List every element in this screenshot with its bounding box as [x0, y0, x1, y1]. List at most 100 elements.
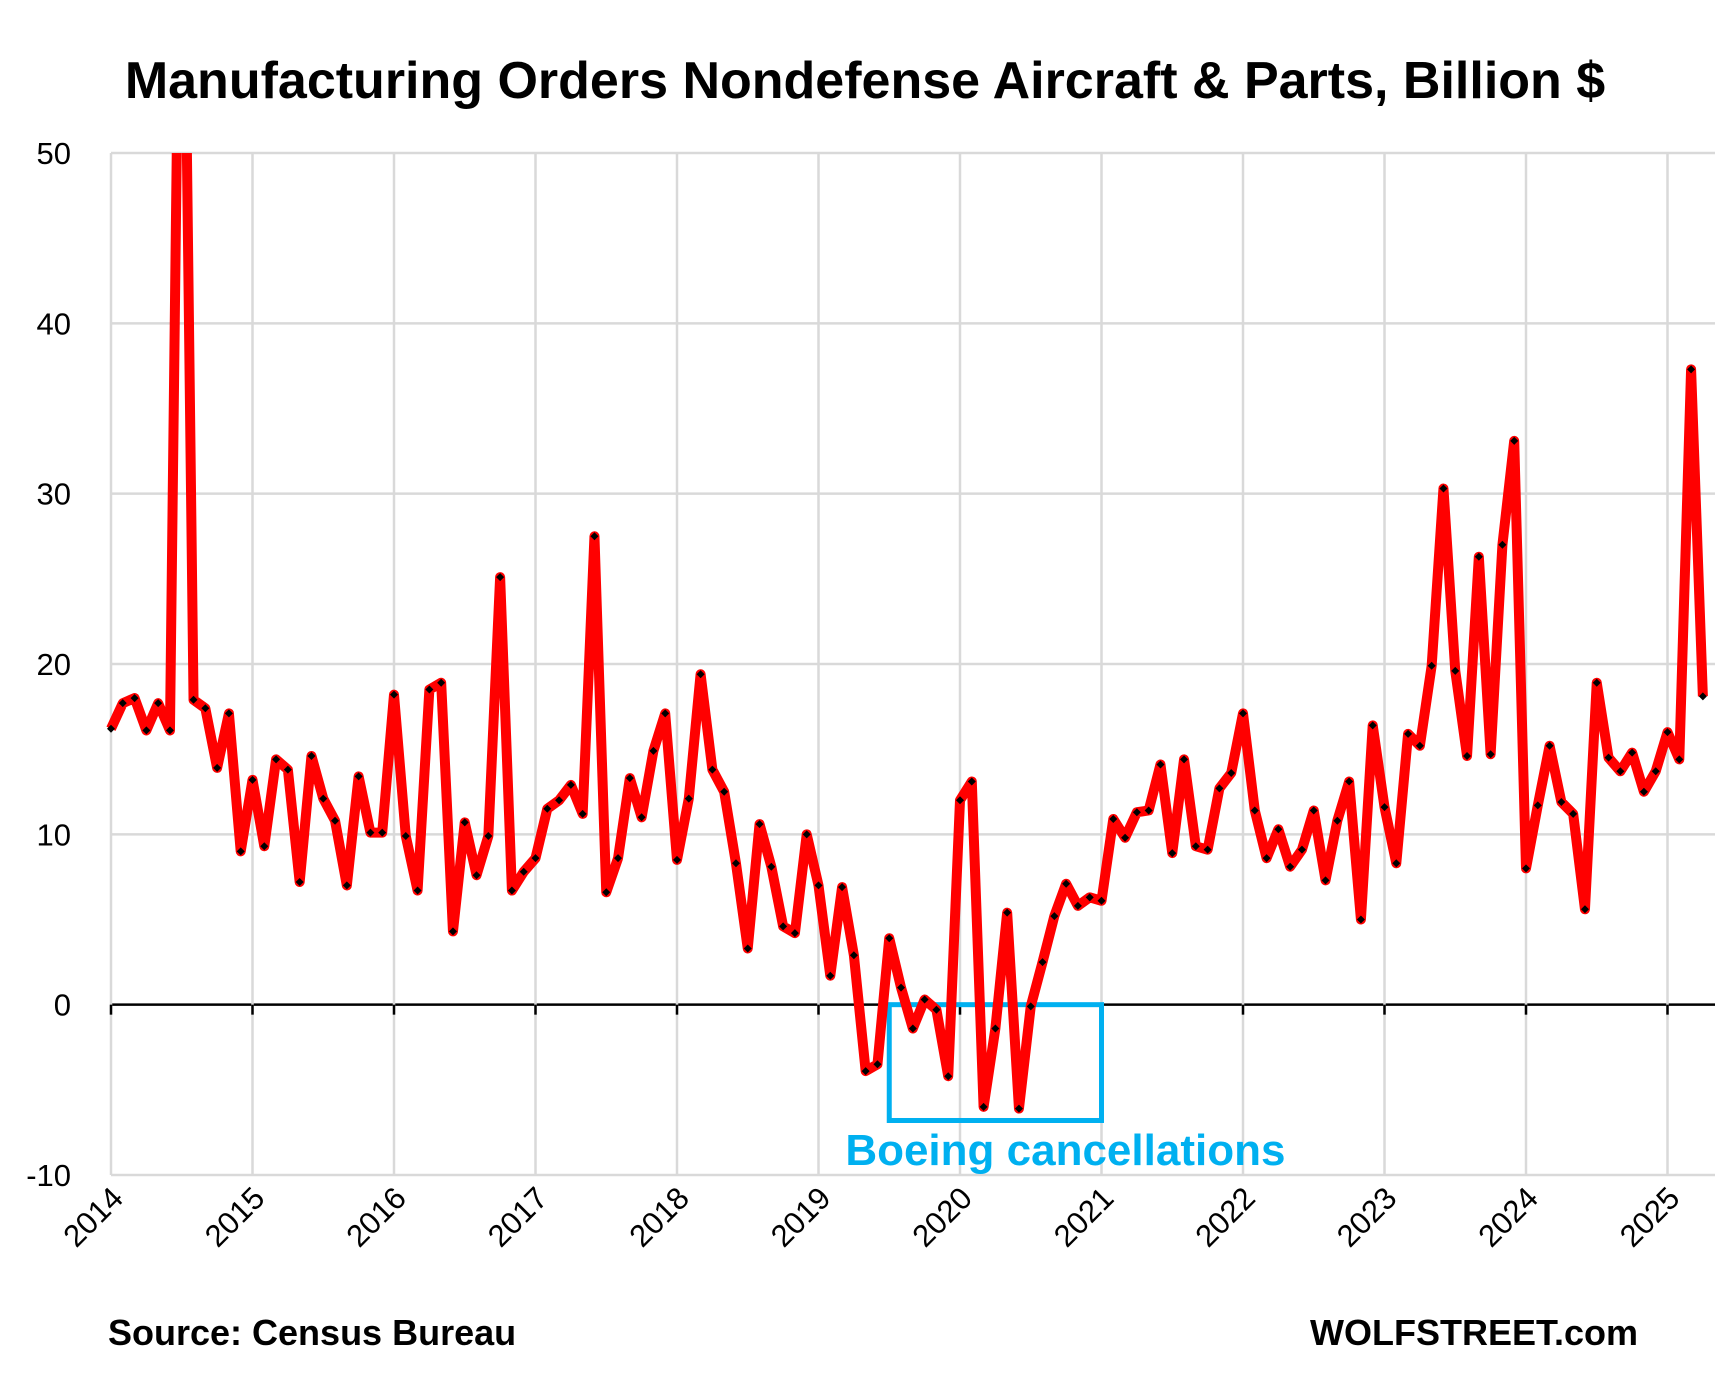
y-tick-label: -10 — [26, 1158, 71, 1193]
data-point — [118, 699, 127, 708]
data-point — [956, 796, 964, 805]
data-point — [496, 573, 505, 582]
data-point — [1250, 806, 1259, 815]
data-point — [1286, 862, 1295, 871]
data-point — [1297, 845, 1306, 854]
data-point — [1274, 825, 1283, 834]
x-axis-ticks: 2014 2015 2016 2017 2018 2019 2020 2021 2022 2023… — [56, 1180, 1686, 1254]
data-point — [838, 883, 847, 892]
data-point — [849, 951, 858, 960]
data-point — [1687, 365, 1696, 374]
data-point — [378, 828, 387, 837]
data-point — [448, 927, 457, 936]
data-point — [1168, 849, 1177, 858]
x-tick-label: 2022 — [1188, 1180, 1262, 1254]
data-point — [649, 746, 658, 755]
brand-label: WOLFSTREET.com — [1310, 1312, 1638, 1353]
data-point — [1356, 915, 1365, 924]
data-point — [531, 854, 540, 863]
data-point — [991, 1024, 1000, 1033]
x-tick-label: 2018 — [622, 1180, 696, 1254]
data-point — [861, 1067, 870, 1076]
data-point — [1345, 777, 1354, 786]
data-point — [932, 1005, 941, 1014]
data-point — [1368, 721, 1377, 730]
data-point — [484, 832, 493, 841]
data-point — [1675, 755, 1684, 764]
data-point — [661, 709, 670, 718]
data-point — [1392, 859, 1401, 868]
data-point — [566, 780, 575, 789]
data-point — [1109, 815, 1118, 824]
data-point — [555, 796, 564, 805]
data-point — [272, 755, 281, 764]
data-point — [189, 695, 198, 704]
data-point — [1545, 741, 1554, 750]
data-point — [1026, 1002, 1035, 1011]
data-point — [1698, 692, 1707, 701]
data-point — [1050, 912, 1059, 921]
data-point — [944, 1072, 953, 1081]
data-point — [366, 828, 375, 837]
data-point — [814, 881, 823, 890]
data-point — [885, 934, 894, 943]
data-point — [1309, 806, 1318, 815]
data-point — [507, 886, 516, 895]
data-point — [1569, 809, 1578, 818]
y-tick-label: 30 — [37, 477, 71, 512]
data-point — [826, 971, 835, 980]
data-point — [413, 886, 422, 895]
data-point — [283, 765, 292, 774]
data-point — [614, 854, 623, 863]
data-point — [331, 816, 340, 825]
x-tick-label: 2023 — [1330, 1180, 1404, 1254]
data-point — [920, 995, 929, 1004]
data-point — [248, 775, 257, 784]
data-point — [319, 794, 328, 803]
data-point — [1639, 787, 1648, 796]
data-point — [1592, 678, 1601, 687]
data-point — [1180, 755, 1189, 764]
data-point — [873, 1060, 882, 1069]
data-point — [731, 859, 740, 868]
data-point — [224, 709, 233, 718]
chart-title: Manufacturing Orders Nondefense Aircraft… — [125, 52, 1605, 110]
y-axis-ticks: -10 0 10 20 30 40 50 — [26, 136, 71, 1193]
data-point — [1628, 748, 1637, 757]
data-point — [696, 670, 705, 679]
data-point — [1580, 905, 1589, 914]
data-point — [673, 855, 681, 864]
data-point — [154, 699, 163, 708]
data-point — [142, 726, 151, 735]
data-point — [1474, 552, 1483, 561]
data-point — [1451, 666, 1460, 675]
data-point — [295, 878, 304, 887]
x-tick-label: 2015 — [198, 1180, 272, 1254]
data-point — [1651, 767, 1660, 776]
data-point — [425, 685, 434, 694]
data-point — [1156, 760, 1165, 769]
data-point — [1085, 893, 1094, 902]
data-point — [1616, 767, 1625, 776]
y-tick-label: 40 — [37, 306, 71, 341]
data-point — [1427, 661, 1436, 670]
data-point — [967, 777, 976, 786]
data-point — [590, 532, 599, 541]
x-tick-label: 2024 — [1471, 1180, 1545, 1254]
data-point — [354, 772, 363, 781]
data-point — [1663, 728, 1672, 737]
data-point — [1227, 769, 1236, 778]
data-point — [779, 922, 788, 931]
y-tick-label: 20 — [37, 647, 71, 682]
data-point — [401, 832, 410, 841]
data-point — [1062, 879, 1071, 888]
y-tick-label: 50 — [37, 136, 71, 171]
data-point — [802, 830, 811, 839]
data-point — [260, 842, 269, 851]
data-point — [130, 694, 139, 703]
data-point — [1132, 808, 1141, 817]
data-point — [1604, 753, 1613, 762]
data-point — [1533, 801, 1542, 810]
data-point — [213, 763, 222, 772]
